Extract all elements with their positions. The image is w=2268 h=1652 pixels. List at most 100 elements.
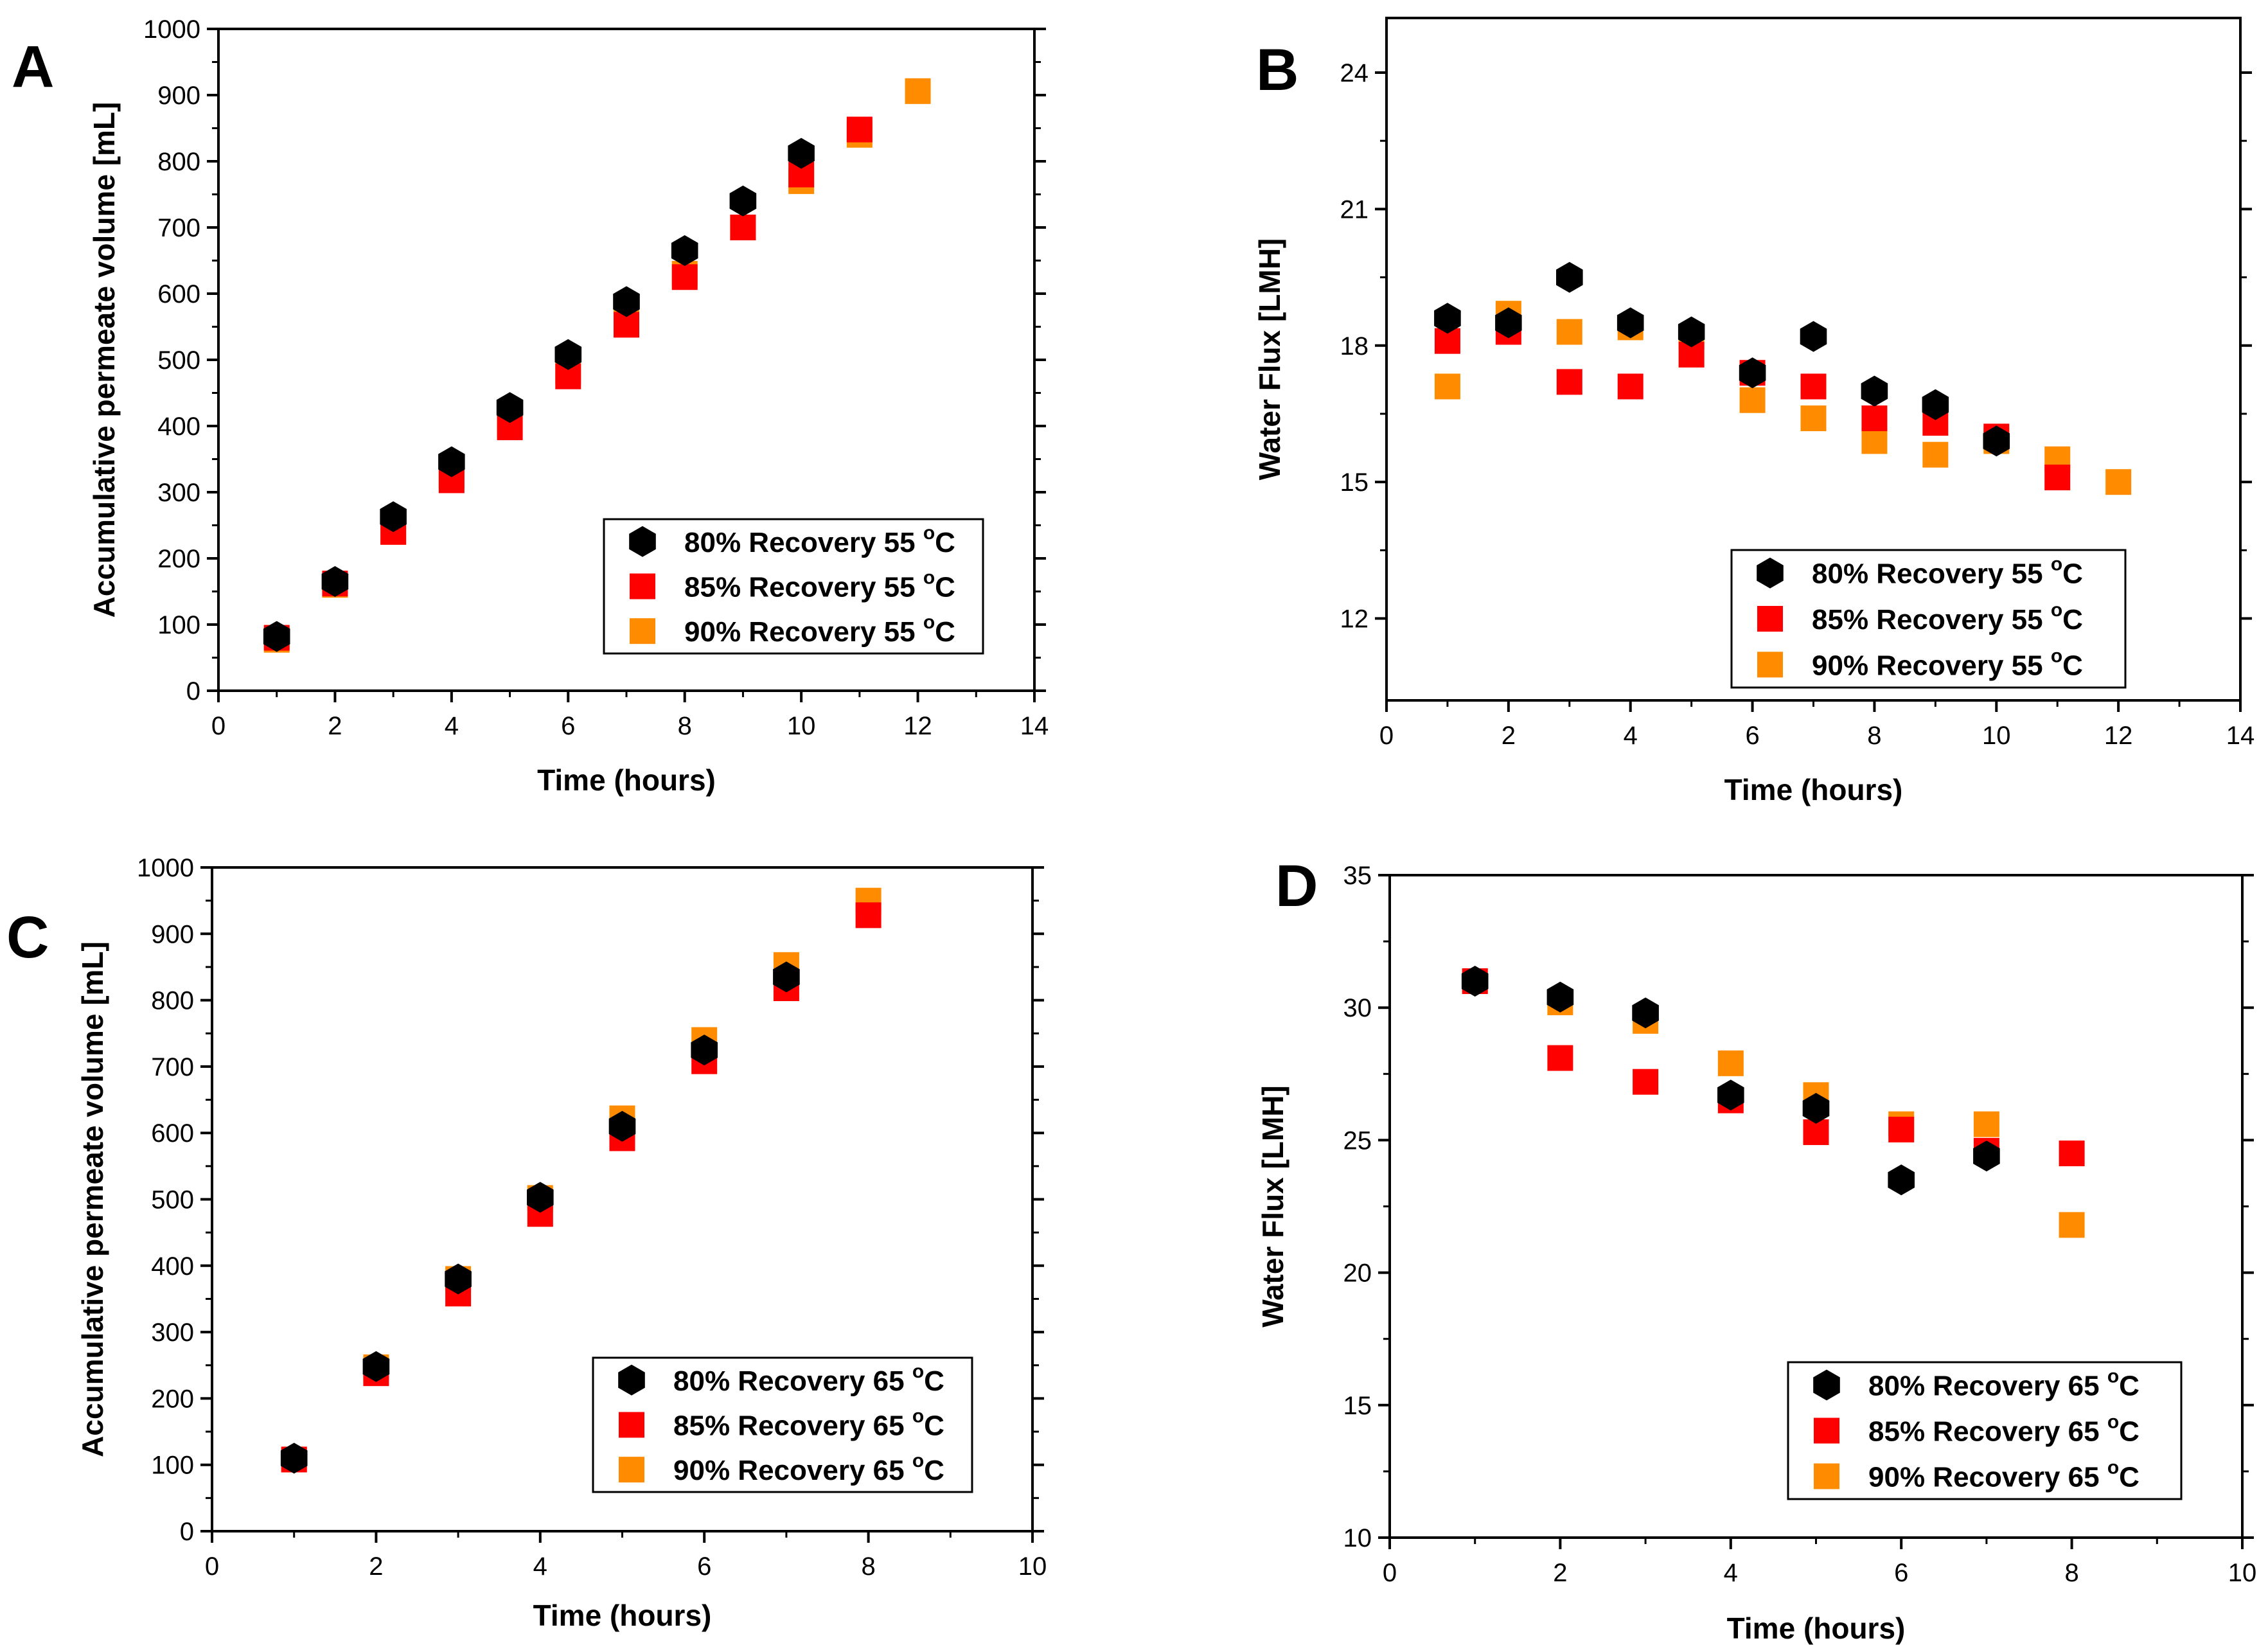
y-tick-label-c: 700 [151, 1053, 194, 1081]
y-axis-title-b: Water Flux [LMH] [1253, 238, 1286, 481]
data-point-a-s80 [380, 501, 407, 533]
legend-marker-d-s85 [1814, 1417, 1839, 1444]
x-tick-label-b: 0 [1379, 722, 1394, 750]
y-tick-label-a: 300 [157, 479, 200, 507]
data-point-b-s90 [1556, 319, 1582, 345]
y-tick-label-c: 0 [180, 1518, 194, 1546]
data-point-d-s80 [1632, 997, 1659, 1029]
data-point-b-s90 [1800, 405, 1827, 432]
x-tick-label-b: 4 [1624, 722, 1638, 750]
x-tick-label-a: 6 [561, 712, 575, 740]
data-point-a-s80 [496, 392, 524, 423]
x-tick-label-b: 6 [1745, 722, 1759, 750]
data-point-d-s85 [1633, 1069, 1659, 1095]
legend-label-a-s85: 85% Recovery 55 oC [684, 567, 955, 603]
data-point-a-s80 [554, 339, 582, 370]
x-tick-label-a: 0 [211, 712, 226, 740]
data-point-b-s80 [1800, 321, 1827, 352]
legend-marker-b-s80 [1757, 557, 1784, 589]
legend-label-c-s90: 90% Recovery 65 oC [673, 1450, 944, 1486]
data-point-a-s85 [730, 215, 756, 240]
y-tick-label-c: 1000 [137, 854, 194, 882]
y-tick-label-b: 21 [1340, 195, 1369, 224]
y-tick-label-c: 400 [151, 1252, 194, 1281]
y-tick-label-a: 500 [157, 346, 200, 375]
x-tick-label-c: 8 [861, 1552, 875, 1581]
x-tick-label-b: 14 [2226, 722, 2255, 750]
panel-d: D 0 2 4 6 8 10 10 15 20 25 30 35 Time (hours) Water Fl… [1256, 853, 2256, 1645]
legend-marker-a-s85 [630, 573, 655, 600]
y-tick-label-c: 900 [151, 920, 194, 948]
x-tick-label-c: 10 [1018, 1552, 1047, 1581]
data-point-c-s80 [527, 1182, 554, 1213]
data-point-a-s80 [671, 235, 698, 266]
panel-letter-d: D [1275, 853, 1318, 919]
data-point-b-s85 [1800, 373, 1827, 400]
data-point-d-s85 [2059, 1141, 2085, 1167]
data-point-b-s90 [1434, 373, 1460, 400]
legend-marker-c-s85 [619, 1412, 644, 1438]
y-tick-label-c: 300 [151, 1319, 194, 1347]
y-tick-label-a: 700 [157, 214, 200, 242]
x-tick-label-d: 0 [1383, 1559, 1397, 1587]
data-point-c-s80 [445, 1263, 472, 1295]
legend-box-c [592, 1356, 973, 1493]
data-point-b-s90 [1861, 428, 1888, 454]
data-point-c-s80 [691, 1035, 718, 1066]
y-tick-label-a: 0 [186, 677, 200, 706]
legend-label-b-s85: 85% Recovery 55 oC [1812, 600, 2083, 635]
data-point-c-s80 [608, 1110, 636, 1142]
data-point-d-s80 [1973, 1141, 2000, 1172]
legend-label-c-s80: 80% Recovery 65 oC [673, 1361, 944, 1397]
data-point-c-s80 [773, 961, 800, 993]
data-point-d-s85 [1888, 1116, 1915, 1142]
data-point-d-s80 [1546, 981, 1574, 1013]
x-tick-label-d: 8 [2064, 1559, 2078, 1587]
legend-label-a-s90: 90% Recovery 55 oC [684, 612, 955, 648]
data-point-d-s80 [1802, 1092, 1830, 1124]
y-tick-label-d: 30 [1343, 994, 1372, 1022]
data-point-b-s80 [1434, 303, 1461, 334]
data-point-a-s90 [905, 78, 931, 104]
data-point-a-s80 [438, 446, 465, 477]
data-point-b-s80 [1739, 357, 1766, 389]
y-tick-label-c: 200 [151, 1385, 194, 1413]
x-tick-label-c: 2 [369, 1552, 383, 1581]
y-tick-label-a: 800 [157, 148, 200, 176]
series-c-s80 [280, 961, 800, 1474]
y-tick-label-a: 600 [157, 280, 200, 308]
data-point-d-s80 [1888, 1164, 1915, 1196]
x-tick-label-d: 6 [1894, 1559, 1908, 1587]
series-d-s80 [1461, 966, 2000, 1196]
x-tick-label-a: 10 [787, 712, 816, 740]
y-tick-label-b: 12 [1340, 605, 1369, 634]
data-point-d-s90 [1717, 1050, 1744, 1076]
legend-box-a [603, 518, 984, 655]
x-tick-label-a: 12 [903, 712, 932, 740]
data-point-d-s80 [1461, 966, 1489, 997]
data-point-b-s85 [1861, 405, 1888, 432]
x-tick-label-d: 2 [1553, 1559, 1567, 1587]
legend-label-a-s80: 80% Recovery 55 oC [684, 522, 955, 558]
series-a-s80 [263, 138, 815, 652]
data-point-a-s80 [321, 566, 349, 597]
legend-marker-a-s80 [629, 526, 656, 557]
y-tick-label-c: 100 [151, 1452, 194, 1480]
data-point-d-s80 [1717, 1079, 1744, 1111]
series-b-s90 [1434, 301, 2132, 495]
legend-label-d-s90: 90% Recovery 65 oC [1868, 1457, 2140, 1493]
legend-c: 80% Recovery 65 oC 85% Recovery 65 oC 90% … [592, 1356, 973, 1493]
y-tick-label-a: 1000 [143, 15, 200, 44]
x-tick-label-b: 8 [1867, 722, 1881, 750]
y-axis-title-c: Accumulative permeate volume [mL] [76, 941, 109, 1457]
legend-label-c-s85: 85% Recovery 65 oC [673, 1406, 944, 1442]
data-point-a-s80 [729, 185, 757, 217]
x-tick-label-b: 2 [1502, 722, 1516, 750]
legend-box-d [1787, 1361, 2183, 1500]
legend-box-b [1730, 549, 2127, 689]
data-point-b-s80 [1861, 375, 1888, 407]
x-tick-label-a: 14 [1020, 712, 1049, 740]
y-axis-title-a: Accumulative permeate volume [mL] [87, 102, 121, 618]
